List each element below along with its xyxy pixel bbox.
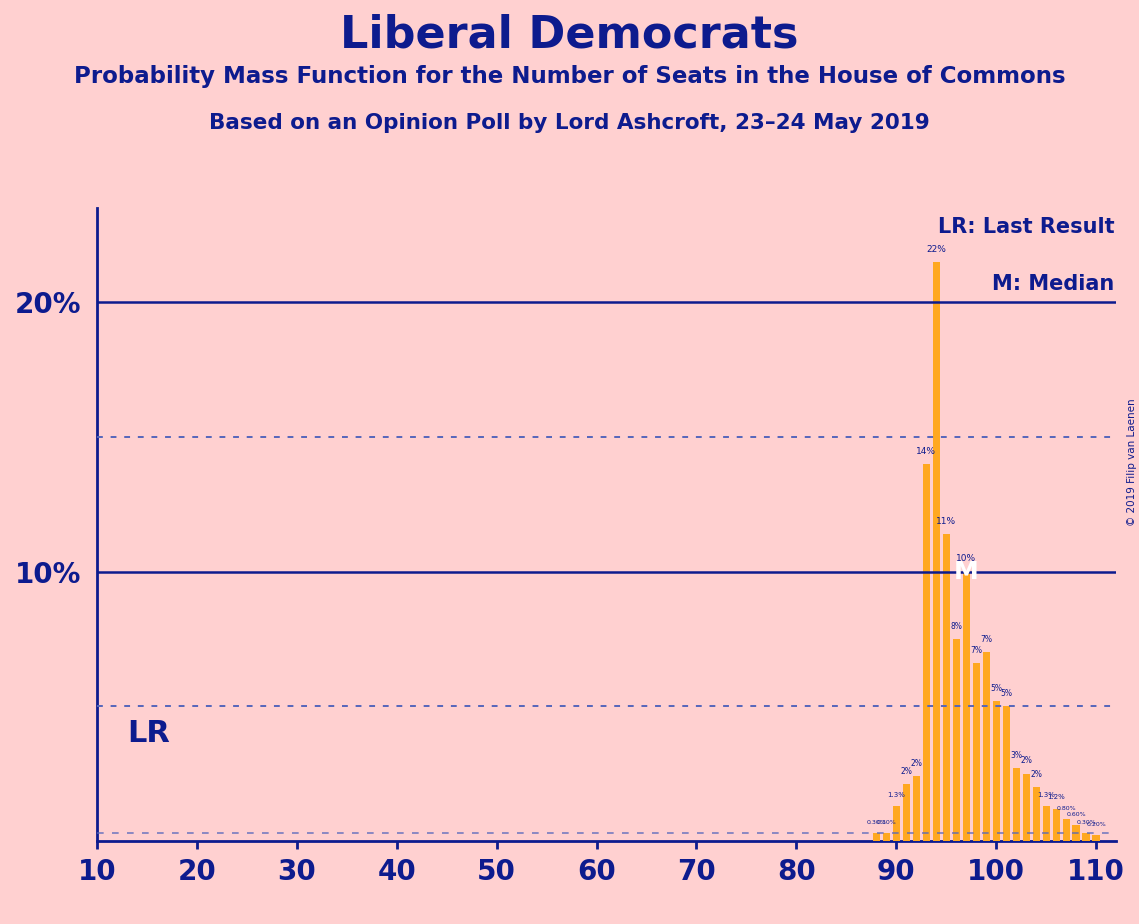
Text: 0.30%: 0.30% [867,820,886,825]
Bar [1092,835,1100,841]
Text: 0.20%: 0.20% [1087,822,1106,827]
Text: 1.2%: 1.2% [1048,795,1065,800]
Text: LR: LR [126,719,170,748]
Text: 7%: 7% [981,635,992,644]
Bar [1052,808,1060,841]
Bar [973,663,980,841]
Bar [952,638,960,841]
Bar [1033,787,1040,841]
Text: M: Median: M: Median [992,274,1114,295]
Text: 0.30%: 0.30% [877,820,896,825]
Text: © 2019 Filip van Laenen: © 2019 Filip van Laenen [1126,398,1137,526]
Text: 11%: 11% [936,517,957,526]
Text: 1.3%: 1.3% [1038,792,1055,797]
Text: M: M [954,560,978,583]
Bar [902,784,910,841]
Bar [872,833,880,841]
Bar [1023,773,1030,841]
Text: 2%: 2% [1031,770,1042,779]
Text: 10%: 10% [957,554,976,564]
Bar [1042,806,1050,841]
Text: 0.60%: 0.60% [1066,811,1087,817]
Text: 22%: 22% [926,245,947,254]
Bar [943,534,950,841]
Bar [992,700,1000,841]
Text: 2%: 2% [1021,757,1032,765]
Bar [912,776,920,841]
Bar [983,652,990,841]
Text: 14%: 14% [917,446,936,456]
Text: 1.3%: 1.3% [887,792,906,797]
Text: Liberal Democrats: Liberal Democrats [341,14,798,57]
Bar [923,464,931,841]
Text: 5%: 5% [990,684,1002,693]
Bar [1013,768,1021,841]
Text: 0.80%: 0.80% [1057,807,1076,811]
Text: Probability Mass Function for the Number of Seats in the House of Commons: Probability Mass Function for the Number… [74,65,1065,88]
Text: 8%: 8% [950,622,962,631]
Bar [1002,706,1010,841]
Bar [933,261,940,841]
Text: 3%: 3% [1010,751,1023,760]
Bar [962,572,970,841]
Text: 2%: 2% [910,760,923,768]
Text: 7%: 7% [970,646,982,655]
Bar [1073,825,1080,841]
Text: 2%: 2% [901,767,912,776]
Bar [883,833,890,841]
Text: Based on an Opinion Poll by Lord Ashcroft, 23–24 May 2019: Based on an Opinion Poll by Lord Ashcrof… [210,113,929,133]
Text: LR: Last Result: LR: Last Result [937,217,1114,237]
Bar [893,806,900,841]
Bar [1063,820,1070,841]
Text: 0.30%: 0.30% [1076,820,1096,825]
Text: 5%: 5% [1000,689,1013,699]
Bar [1082,833,1090,841]
